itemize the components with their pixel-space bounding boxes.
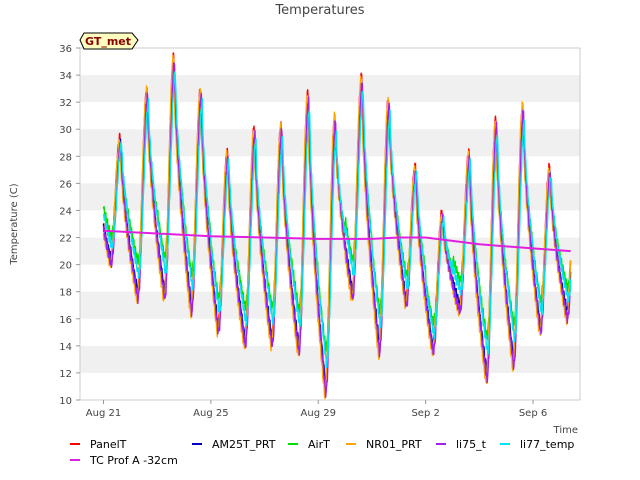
y-tick-label: 26: [59, 179, 72, 190]
x-tick-label: Aug 25: [193, 408, 228, 419]
y-tick-label: 10: [59, 396, 72, 407]
badge-box: [79, 32, 139, 50]
legend-label: AirT: [308, 438, 330, 451]
grid-band: [80, 183, 580, 211]
y-tick-label: 24: [59, 206, 72, 217]
series-line-tc-prof-a-32cm: [103, 229, 571, 253]
legend-label: NR01_PRT: [366, 438, 422, 451]
legend-label: li77_temp: [520, 438, 574, 451]
legend-label: TC Prof A -32cm: [89, 454, 178, 467]
y-tick-label: 22: [59, 234, 72, 245]
y-tick-label: 34: [59, 71, 72, 82]
x-tick-label: Sep 2: [411, 408, 439, 419]
legend: PanelT AM25T_PRT AirT NR01_PRT li75_t li77_te…: [70, 438, 574, 467]
y-axis: 10 12 14 16 18 20 22 24 26 28 30 32 34 36: [59, 44, 80, 407]
y-tick-label: 28: [59, 152, 72, 163]
y-tick-label: 30: [59, 125, 72, 136]
y-tick-label: 14: [59, 342, 72, 353]
legend-label: AM25T_PRT: [212, 438, 276, 451]
grid-band: [80, 129, 580, 157]
grid-band: [80, 345, 580, 373]
x-axis-label: Time: [553, 425, 578, 436]
x-tick-label: Sep 6: [519, 408, 547, 419]
y-tick-label: 36: [59, 44, 72, 55]
series-line-li77-temp: [102, 71, 572, 369]
chart-title: Temperatures: [274, 3, 364, 18]
x-tick-label: Aug 29: [301, 408, 336, 419]
y-tick-label: 12: [59, 369, 72, 380]
badge-label: GT_met: [85, 35, 131, 48]
series-line-nr01-prt: [102, 54, 572, 400]
x-tick-label: Aug 21: [86, 408, 121, 419]
y-tick-label: 16: [59, 315, 72, 326]
plot-area-border: [79, 47, 581, 401]
x-axis: Aug 21 Aug 25 Aug 29 Sep 2 Sep 6: [86, 400, 547, 419]
legend-label: PanelT: [90, 438, 127, 451]
y-tick-label: 20: [59, 261, 72, 272]
legend-label: li75_t: [456, 438, 487, 451]
y-axis-label: Temperature (C): [9, 183, 20, 265]
y-tick-label: 18: [59, 288, 72, 299]
grid-bands: [80, 75, 580, 373]
y-tick-label: 32: [59, 98, 72, 109]
grid-band: [80, 75, 580, 103]
series-lines: [102, 52, 572, 400]
gt-met-badge: GT_met: [79, 32, 139, 50]
